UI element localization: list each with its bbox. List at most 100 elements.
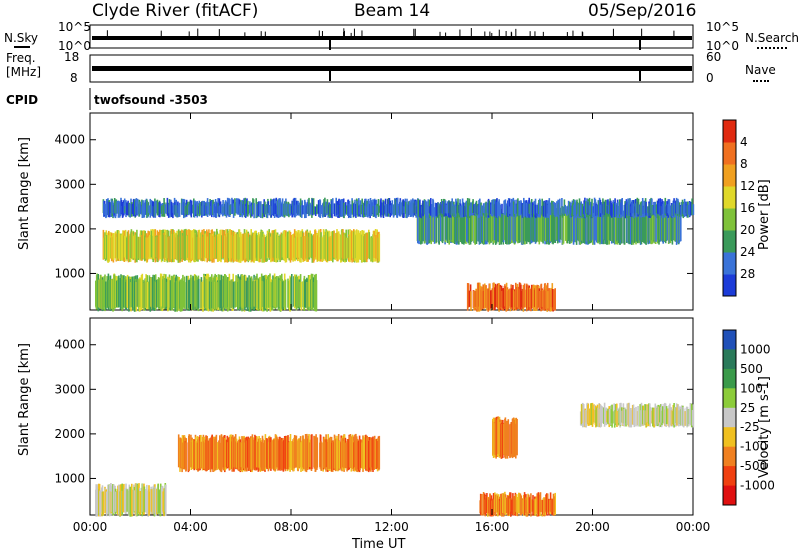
colorbar-swatch (723, 164, 736, 187)
heatmap-cell (318, 229, 320, 259)
heatmap-cell (129, 486, 131, 517)
heatmap-cell (311, 235, 314, 263)
nave-label: Nave (745, 63, 776, 77)
heatmap-cell (300, 236, 303, 258)
heatmap-cell (150, 230, 153, 258)
heatmap-cell (485, 201, 487, 218)
heatmap-cell (503, 209, 506, 241)
heatmap-cell (620, 402, 622, 426)
heatmap-cell (136, 229, 138, 263)
cpid-value: twofsound -3503 (94, 93, 208, 107)
heatmap-cell (127, 230, 130, 263)
colorbar-tick-label: 1000 (740, 342, 771, 356)
heatmap-cell (537, 492, 540, 517)
heatmap-cell (159, 201, 161, 218)
heatmap-cell (309, 230, 311, 258)
heatmap-cell (474, 291, 476, 311)
heatmap-cell (215, 434, 218, 469)
heatmap-cell (155, 279, 158, 308)
heatmap-cell (559, 207, 561, 240)
heatmap-cell (175, 199, 177, 217)
heatmap-cell (136, 483, 139, 517)
heatmap-cell (439, 206, 442, 241)
nave-legend-line (753, 80, 769, 82)
heatmap-cell (102, 280, 105, 310)
heatmap-cell (327, 231, 329, 262)
heatmap-cell (341, 199, 344, 217)
heatmap-cell (195, 275, 198, 310)
heatmap-cell (177, 229, 180, 263)
y-tick-label: 2000 (54, 222, 85, 236)
heatmap-cell (675, 197, 678, 218)
x-tick-label: 00:00 (73, 520, 108, 534)
heatmap-cell (185, 438, 188, 471)
heatmap-cell (329, 206, 332, 218)
heatmap-cell (645, 201, 647, 216)
colorbar-swatch (723, 349, 736, 370)
heatmap-cell (178, 202, 181, 217)
heatmap-cell (284, 279, 287, 310)
heatmap-cell (523, 197, 525, 218)
heatmap-cell (507, 289, 510, 307)
heatmap-cell (302, 281, 304, 308)
heatmap-cell (484, 283, 486, 309)
heatmap-cell (313, 206, 315, 215)
heatmap-cell (517, 497, 519, 513)
heatmap-cell (237, 278, 240, 310)
heatmap-cell (553, 289, 555, 311)
heatmap-cell (293, 435, 296, 468)
heatmap-cell (482, 284, 484, 309)
heatmap-cell (368, 232, 371, 260)
x-axis-label: Time UT (352, 537, 406, 552)
heatmap-cell (193, 439, 195, 471)
heatmap-cell (595, 203, 597, 216)
heatmap-cell (479, 198, 481, 218)
heatmap-cell (442, 213, 444, 242)
heatmap-cell (155, 200, 158, 214)
heatmap-cell (590, 209, 593, 241)
heatmap-cell (180, 234, 182, 259)
heatmap-cell (120, 234, 123, 260)
heatmap-cell (235, 438, 238, 468)
heatmap-cell (291, 200, 293, 218)
heatmap-cell (504, 284, 506, 307)
power-ylabel: Slant Range [km] (17, 137, 32, 250)
heatmap-cell (281, 234, 284, 258)
heatmap-cell (119, 233, 121, 262)
heatmap-cell (104, 274, 106, 312)
heatmap-cell (465, 200, 468, 216)
heatmap-cell (257, 201, 260, 213)
heatmap-cell (289, 434, 292, 468)
heatmap-cell (345, 442, 347, 469)
nave-tick-bottom: 0 (706, 71, 714, 85)
heatmap-cell (347, 439, 350, 471)
heatmap-cell (542, 290, 544, 311)
heatmap-cell (231, 197, 233, 214)
heatmap-cell (274, 203, 276, 215)
heatmap-cell (171, 233, 173, 260)
heatmap-cell (364, 435, 366, 468)
heatmap-cell (608, 409, 611, 424)
heatmap-cell (253, 203, 255, 219)
heatmap-cell (266, 438, 268, 469)
heatmap-cell (460, 205, 463, 214)
heatmap-cell (312, 277, 315, 308)
heatmap-cell (314, 274, 316, 312)
heatmap-cell (135, 483, 138, 517)
colorbar-tick-label: 28 (740, 267, 755, 281)
heatmap-cell (338, 233, 340, 260)
heatmap-cell (646, 212, 649, 243)
heatmap-cell (445, 204, 448, 214)
heatmap-cell (276, 437, 278, 468)
colorbar-tick-label: 12 (740, 179, 755, 193)
heatmap-cell (232, 281, 235, 309)
heatmap-cell (135, 198, 138, 214)
heatmap-cell (548, 288, 551, 312)
y-tick-label: 1000 (54, 266, 85, 280)
heatmap-cell (556, 201, 558, 217)
freq-label-2: [MHz] (6, 65, 42, 79)
y-tick-label: 4000 (54, 338, 85, 352)
heatmap-cell (678, 213, 680, 244)
colorbar-tick-label: 16 (740, 201, 755, 215)
heatmap-cell (107, 273, 110, 310)
